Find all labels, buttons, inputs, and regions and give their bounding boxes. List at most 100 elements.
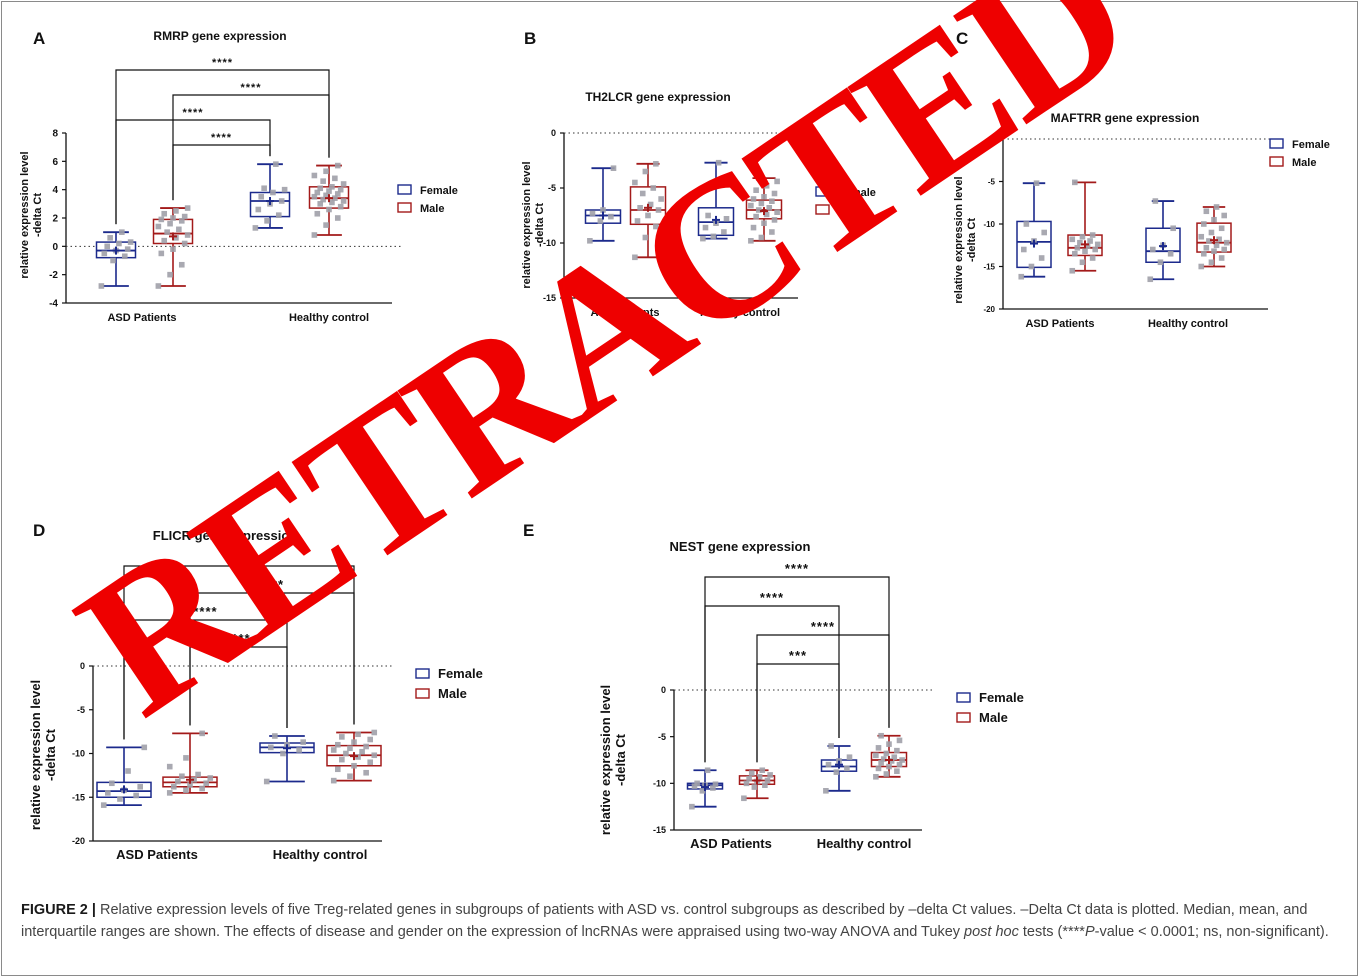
data-point [1206,238,1212,244]
data-point [203,780,209,787]
data-point [166,790,173,796]
data-point [339,734,345,740]
data-point [875,765,882,772]
significance-bracket [756,634,890,763]
x-category-label: Healthy control [700,307,780,319]
data-point [1072,179,1078,186]
data-point [1084,243,1091,249]
caption-italic-posthoc: post hoc [964,924,1019,940]
data-point [766,205,773,211]
data-point [155,223,162,230]
data-point [1092,246,1098,253]
data-point [875,745,882,751]
y-tick-label: -5 [658,732,666,742]
panel-A: A RMRP gene expression -4 -2 0 2 4 6 8 relative e… [19,29,458,324]
data-point [769,229,775,235]
box-male-1 [745,175,783,244]
data-point [121,253,128,260]
y-tick-label: -10 [72,749,85,759]
legend-swatch-male [397,202,412,213]
data-point [109,780,115,787]
data-point [275,212,282,218]
data-point [105,790,111,796]
data-point [323,222,329,228]
y-tick-label: -10 [543,238,556,248]
x-category-label: ASD Patients [690,836,772,851]
box-female-0 [1016,180,1052,280]
data-point [756,774,763,780]
legend-label-female: Female [1292,139,1330,151]
data-point [758,234,765,241]
data-point [329,199,335,206]
data-point [334,215,341,221]
y-tick-label: -15 [653,825,666,835]
data-point [767,772,773,778]
data-point [1147,276,1154,283]
data-point [1072,250,1078,257]
data-point [1170,225,1176,232]
y-tick-label: -10 [653,778,666,788]
data-point [178,261,185,268]
data-point [771,190,778,197]
data-point [828,743,834,749]
data-point [1218,255,1225,261]
data-point [117,796,123,802]
data-point [176,226,182,233]
data-point [723,216,730,222]
chart-title: FLICR gene expression [153,528,298,543]
legend-swatch-male [1269,156,1284,167]
data-point [264,218,270,224]
data-point [746,775,752,782]
data-point [335,766,341,773]
significance-bracket [123,619,288,740]
data-point [155,283,162,289]
data-point [329,184,335,190]
significance-label: **** [193,604,217,619]
data-point [748,770,755,776]
data-point [1028,263,1035,270]
data-point [1021,246,1027,253]
data-point [363,743,369,750]
y-tick-label: 0 [661,685,666,695]
data-point [771,217,778,223]
box-male-1 [1196,204,1232,270]
data-point [750,196,757,202]
data-point [317,201,324,207]
data-point [124,246,131,252]
y-axis-label-line2: -delta Ct [613,733,628,786]
data-point [645,212,651,219]
data-point [763,183,770,189]
data-point [1082,248,1088,254]
box-male-1 [308,162,350,238]
data-point [689,803,695,810]
data-point [597,218,604,224]
data-point [323,192,329,199]
y-axis-label-line2: -delta Ct [32,193,44,237]
data-point [263,778,270,785]
data-point [759,767,766,774]
data-point [252,225,259,231]
y-axis-label-line1: relative expression level [598,685,613,835]
data-point [270,189,276,196]
data-point [268,744,274,751]
legend-swatch-female [815,186,830,197]
data-point [632,179,638,186]
panel-letter-C: C [956,29,968,48]
panel-letter-D: D [33,521,45,540]
data-point [758,200,765,207]
data-point [127,239,134,245]
data-point [158,250,165,257]
data-point [199,785,205,792]
data-point [141,744,148,751]
data-point [273,161,279,167]
data-point [320,196,326,203]
legend-swatch-female [956,692,971,703]
data-point [712,781,719,788]
data-point [296,747,302,753]
data-point [1211,216,1217,223]
data-point [334,162,341,169]
y-tick-label: -20 [983,305,995,314]
data-point [326,206,332,213]
data-point [880,756,887,762]
significance-label: **** [811,619,835,634]
